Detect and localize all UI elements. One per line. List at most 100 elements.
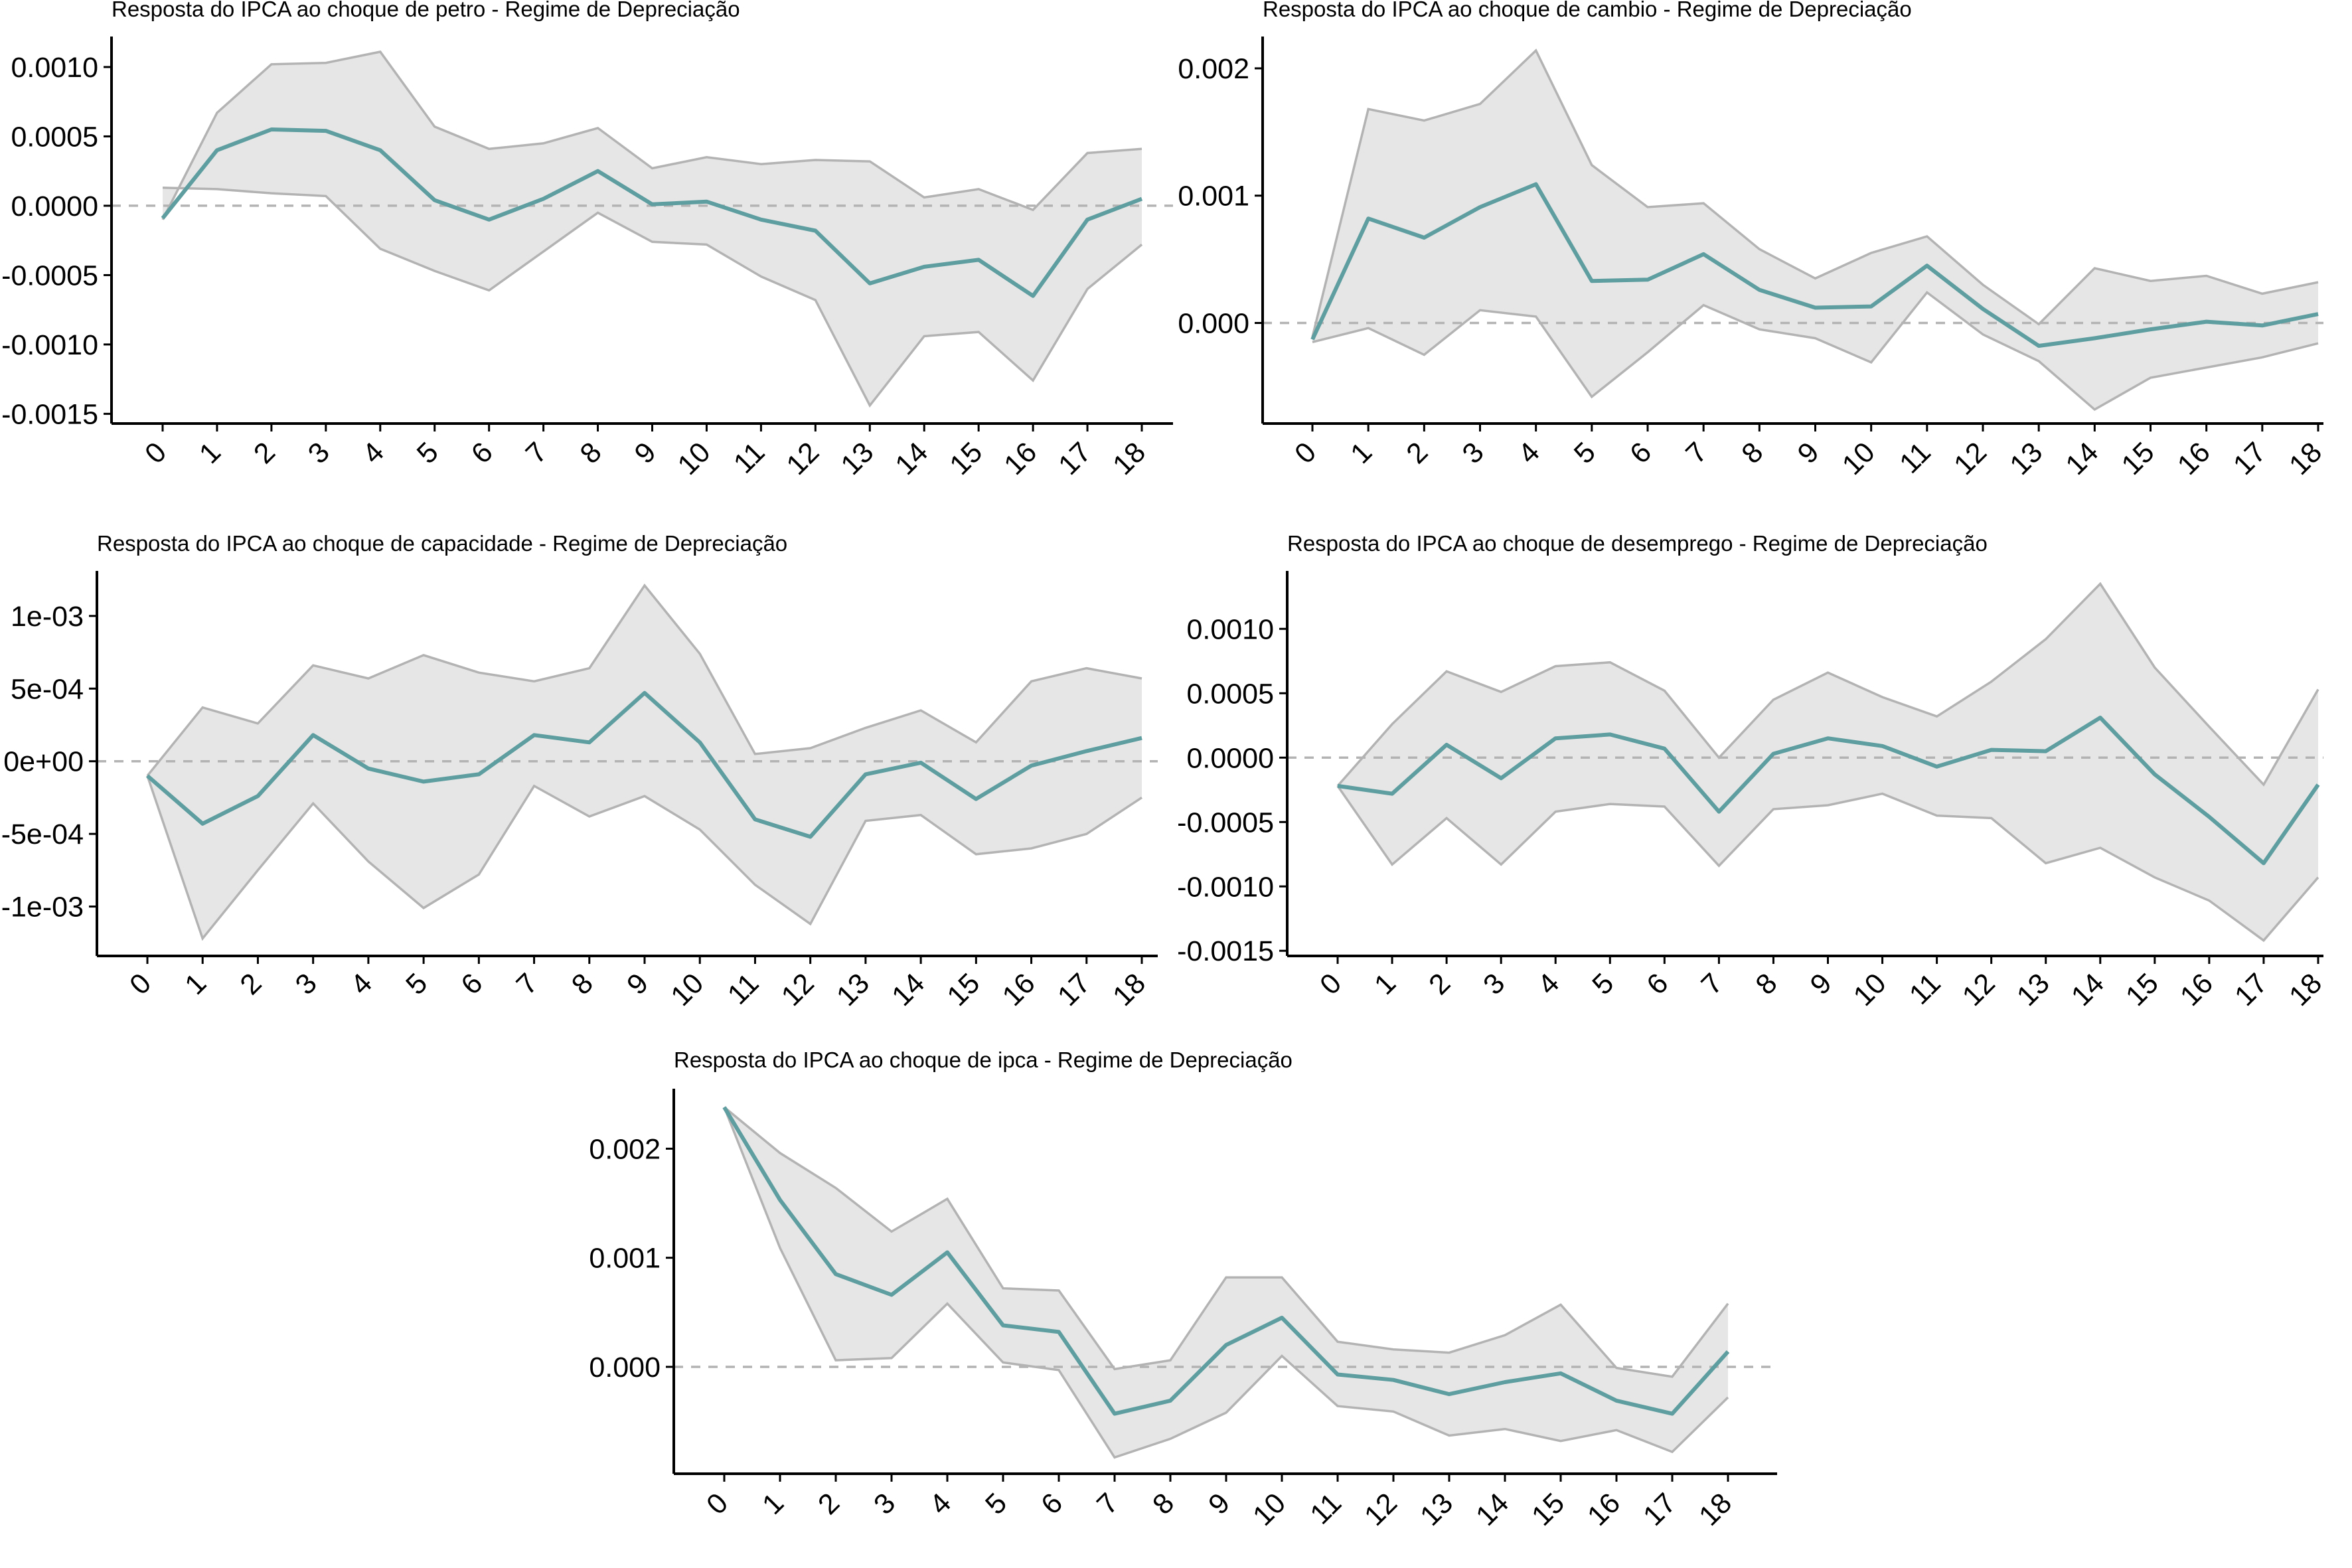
response-line [161, 127, 1143, 298]
upper-bound-line [723, 1106, 1729, 1378]
x-tick-label: 4 [345, 967, 378, 1001]
x-tick-label: 8 [566, 967, 599, 1001]
x-tick-label: 12 [1948, 436, 1993, 481]
y-tick-label: 0.0005 [11, 121, 98, 153]
irf-panel-1: Resposta do IPCA ao choque de petro - Re… [1, 0, 1173, 481]
x-tick-label: 2 [234, 967, 268, 1001]
panel-title: Resposta do IPCA ao choque de cambio - R… [1263, 0, 1912, 21]
x-tick-label: 13 [2011, 967, 2056, 1012]
x-tick-label: 3 [1456, 436, 1490, 470]
x-tick-label: 18 [1693, 1487, 1738, 1532]
x-tick-label: 8 [1146, 1487, 1180, 1521]
x-tick-label: 18 [2283, 436, 2328, 481]
x-tick-label: 4 [356, 436, 390, 470]
x-tick-label: 11 [1903, 967, 1947, 1011]
x-tick-label: 8 [1736, 436, 1770, 470]
confidence-band [147, 585, 1142, 939]
irf-panel-5: Resposta do IPCA ao choque de ipca - Reg… [589, 1048, 1777, 1532]
x-tick-label: 0 [123, 967, 157, 1001]
y-tick-label: 0.001 [589, 1243, 661, 1275]
x-tick-label: 1 [179, 967, 212, 1001]
y-tick-label: -1e-03 [1, 892, 84, 923]
x-tick-label: 14 [2065, 967, 2110, 1012]
x-tick-label: 9 [621, 967, 655, 1001]
confidence-band [163, 52, 1142, 406]
panel-title: Resposta do IPCA ao choque de capacidade… [97, 531, 787, 556]
upper-bound-line [161, 50, 1142, 220]
x-tick-label: 16 [996, 967, 1042, 1012]
y-tick-label: 1e-03 [11, 601, 84, 633]
x-tick-label: 11 [722, 967, 765, 1011]
x-tick-label: 12 [1358, 1487, 1403, 1532]
x-tick-label: 6 [1624, 436, 1658, 470]
panel-title: Resposta do IPCA ao choque de desemprego… [1287, 531, 1988, 556]
x-tick-label: 17 [2229, 967, 2274, 1012]
lower-bound-line [723, 1107, 1729, 1459]
x-tick-label: 0 [700, 1487, 734, 1521]
y-tick-label: 0.000 [1178, 307, 1249, 339]
x-tick-label: 3 [868, 1487, 902, 1521]
x-tick-label: 1 [756, 1487, 790, 1521]
y-tick-label: 0.0005 [1186, 678, 1274, 710]
x-tick-label: 11 [1893, 436, 1937, 480]
x-tick-label: 15 [943, 436, 988, 481]
y-tick-label: -0.0005 [1177, 807, 1274, 838]
response-line [722, 1106, 1730, 1416]
x-tick-label: 5 [979, 1487, 1013, 1521]
x-tick-label: 11 [728, 436, 771, 480]
x-tick-label: 6 [1641, 967, 1675, 1001]
x-tick-label: 10 [665, 967, 710, 1012]
x-tick-label: 7 [1680, 436, 1713, 470]
x-tick-label: 9 [629, 436, 663, 470]
x-tick-label: 5 [400, 967, 433, 1001]
panel-title: Resposta do IPCA ao choque de petro - Re… [112, 0, 740, 21]
x-tick-label: 7 [510, 967, 544, 1001]
upper-bound-line [146, 583, 1142, 777]
irf-panel-2: Resposta do IPCA ao choque de cambio - R… [1178, 0, 2328, 481]
x-tick-label: 12 [1956, 967, 2001, 1012]
y-tick-label: 0.0000 [11, 191, 98, 222]
x-tick-label: 15 [2120, 967, 2165, 1012]
x-tick-label: 15 [941, 967, 986, 1012]
upper-bound-line [1311, 48, 2319, 338]
x-tick-label: 10 [1836, 436, 1881, 481]
x-tick-label: 0 [1289, 436, 1322, 470]
response-line [146, 690, 1142, 839]
x-tick-label: 1 [1344, 436, 1378, 470]
x-tick-label: 17 [1052, 436, 1097, 481]
x-tick-label: 9 [1792, 436, 1826, 470]
x-tick-label: 2 [812, 1487, 846, 1521]
x-tick-label: 17 [2227, 436, 2272, 481]
x-tick-label: 14 [886, 967, 931, 1012]
x-tick-label: 4 [1512, 436, 1546, 470]
x-tick-label: 0 [139, 436, 173, 470]
y-tick-label: -0.0015 [1177, 935, 1274, 967]
x-tick-label: 13 [830, 967, 876, 1012]
y-tick-label: 0.002 [589, 1133, 661, 1165]
x-tick-label: 7 [1091, 1487, 1125, 1521]
y-tick-label: 0.001 [1178, 181, 1249, 212]
y-tick-label: -0.0005 [1, 260, 98, 291]
irf-panel-3: Resposta do IPCA ao choque de capacidade… [1, 531, 1158, 1012]
x-tick-label: 14 [890, 436, 935, 481]
x-tick-label: 4 [923, 1487, 957, 1521]
x-tick-label: 5 [411, 436, 445, 470]
y-tick-label: 0.002 [1178, 53, 1249, 85]
x-tick-label: 3 [302, 436, 336, 470]
x-tick-label: 3 [1477, 967, 1511, 1001]
y-tick-label: 0.0010 [1186, 613, 1274, 645]
response-line [1310, 182, 2319, 348]
x-tick-label: 16 [998, 436, 1043, 481]
response-line [1337, 716, 2320, 866]
x-tick-label: 18 [2283, 967, 2328, 1012]
y-tick-label: 0.0010 [11, 52, 98, 84]
x-tick-label: 12 [781, 436, 826, 481]
lower-bound-line [162, 187, 1143, 408]
x-tick-label: 18 [1107, 436, 1152, 481]
lower-bound-line [146, 775, 1142, 941]
lower-bound-line [1336, 785, 2319, 943]
y-tick-label: 5e-04 [11, 673, 84, 705]
x-tick-label: 8 [574, 436, 608, 470]
x-tick-label: 14 [1470, 1487, 1515, 1532]
y-tick-label: -5e-04 [1, 819, 84, 850]
